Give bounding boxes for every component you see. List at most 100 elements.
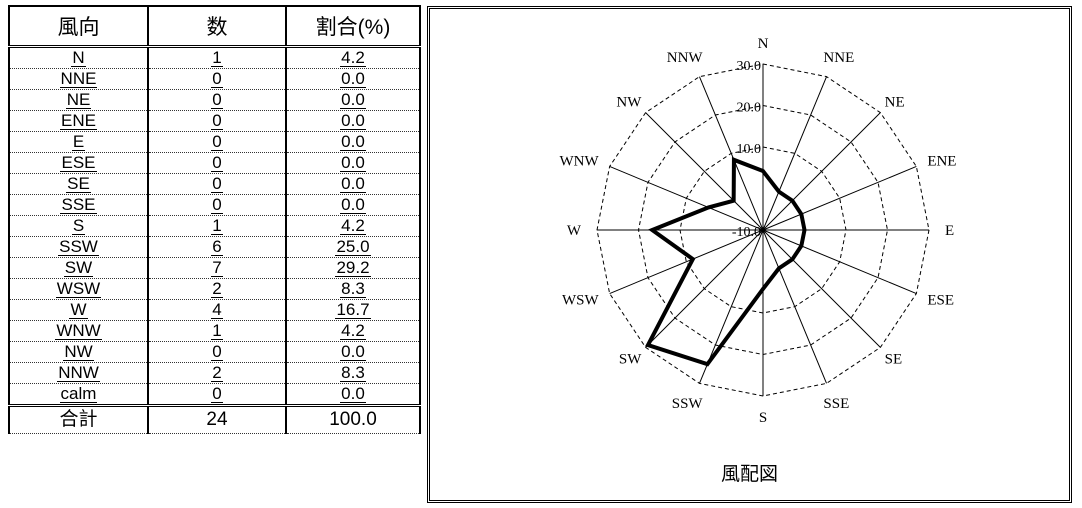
percent-cell: 0.0 bbox=[340, 386, 366, 403]
percent-cell: 0.0 bbox=[340, 344, 366, 361]
direction-cell: WSW bbox=[56, 281, 101, 298]
table-row: WNW 1 4.2 bbox=[9, 321, 420, 342]
spoke-line bbox=[646, 230, 763, 347]
direction-cell: SSE bbox=[60, 197, 96, 214]
header-count: 数 bbox=[148, 6, 286, 47]
direction-cell: ENE bbox=[60, 113, 97, 130]
data-point bbox=[800, 244, 803, 247]
table-row: N 1 4.2 bbox=[9, 47, 420, 69]
direction-label: NNW bbox=[667, 50, 704, 66]
table-row: W 4 16.7 bbox=[9, 300, 420, 321]
total-percent: 100.0 bbox=[286, 406, 420, 434]
spoke-line bbox=[763, 230, 880, 347]
percent-cell: 0.0 bbox=[340, 176, 366, 193]
count-cell: 0 bbox=[211, 176, 222, 193]
direction-label: ESE bbox=[927, 293, 954, 309]
table-row: S 1 4.2 bbox=[9, 216, 420, 237]
radial-tick-label: -10.0 bbox=[732, 225, 761, 240]
wind-frequency-line bbox=[648, 160, 805, 364]
percent-cell: 0.0 bbox=[340, 113, 366, 130]
table-row: WSW 2 8.3 bbox=[9, 279, 420, 300]
percent-cell: 29.2 bbox=[335, 260, 370, 277]
count-cell: 7 bbox=[211, 260, 222, 277]
direction-label: NW bbox=[616, 94, 642, 110]
data-point bbox=[777, 190, 780, 193]
table-row: NW 0 0.0 bbox=[9, 342, 420, 363]
count-cell: 0 bbox=[211, 113, 222, 130]
direction-cell: SW bbox=[64, 260, 93, 277]
percent-cell: 0.0 bbox=[340, 71, 366, 88]
table-row: E 0 0.0 bbox=[9, 132, 420, 153]
direction-cell: NE bbox=[66, 92, 92, 109]
table-row: ESE 0 0.0 bbox=[9, 153, 420, 174]
count-cell: 0 bbox=[211, 71, 222, 88]
direction-cell: NNW bbox=[57, 365, 100, 382]
direction-label: SE bbox=[885, 352, 903, 368]
table-row: SW 7 29.2 bbox=[9, 258, 420, 279]
percent-cell: 4.2 bbox=[340, 323, 366, 340]
direction-label: SSW bbox=[672, 396, 704, 412]
data-point bbox=[803, 229, 806, 232]
table-row: NNE 0 0.0 bbox=[9, 69, 420, 90]
table-row: SSW 6 25.0 bbox=[9, 237, 420, 258]
data-point bbox=[651, 229, 654, 232]
radial-tick-label: 20.0 bbox=[737, 101, 762, 116]
direction-label: NE bbox=[885, 94, 905, 110]
direction-cell: ESE bbox=[60, 155, 96, 172]
radial-tick-label: 30.0 bbox=[737, 59, 762, 74]
percent-cell: 4.2 bbox=[340, 218, 366, 235]
direction-label: W bbox=[567, 223, 582, 239]
wind-direction-table: 風向 数 割合(%) N 1 4.2 NNE 0 0.0 NE 0 0.0 ENE 0 0.0 … bbox=[8, 5, 426, 503]
percent-cell: 0.0 bbox=[340, 134, 366, 151]
header-percent: 割合(%) bbox=[286, 6, 420, 47]
direction-cell: WNW bbox=[55, 323, 101, 340]
spoke-line bbox=[763, 113, 880, 230]
direction-cell: S bbox=[72, 218, 85, 235]
percent-cell: 0.0 bbox=[340, 155, 366, 172]
direction-label: WNW bbox=[560, 153, 600, 169]
count-cell: 0 bbox=[211, 197, 222, 214]
table-row: NNW 2 8.3 bbox=[9, 363, 420, 384]
total-label: 合計 bbox=[9, 406, 148, 434]
data-point bbox=[800, 213, 803, 216]
count-cell: 4 bbox=[211, 302, 222, 319]
calm-row: calm 0 0.0 bbox=[9, 384, 420, 406]
table-row: SSE 0 0.0 bbox=[9, 195, 420, 216]
data-point bbox=[762, 287, 765, 290]
table-row: NE 0 0.0 bbox=[9, 90, 420, 111]
total-row: 合計 24 100.0 bbox=[9, 406, 420, 434]
wind-rose-chart: -10.0 10.0 20.0 30.0 N NNE NE ENE E ESE SE SSE S SSW S… bbox=[427, 6, 1072, 503]
count-cell: 0 bbox=[211, 344, 222, 361]
data-point bbox=[691, 258, 694, 261]
direction-cell: N bbox=[71, 50, 85, 67]
direction-label: ENE bbox=[927, 153, 956, 169]
data-point bbox=[777, 267, 780, 270]
chart-title: 風配図 bbox=[430, 459, 1069, 486]
count-cell: 0 bbox=[211, 92, 222, 109]
direction-cell: NW bbox=[63, 344, 93, 361]
direction-cell: calm bbox=[60, 386, 98, 403]
count-cell: 0 bbox=[211, 386, 222, 403]
count-cell: 1 bbox=[211, 323, 222, 340]
count-cell: 0 bbox=[211, 134, 222, 151]
direction-label: N bbox=[758, 36, 769, 52]
direction-label: E bbox=[945, 223, 954, 239]
direction-label: NNE bbox=[823, 50, 854, 66]
direction-cell: SE bbox=[66, 176, 91, 193]
wind-rose-svg: -10.0 10.0 20.0 30.0 N NNE NE ENE E ESE SE SSE S SSW S… bbox=[430, 9, 1069, 500]
data-point bbox=[706, 363, 709, 366]
direction-label: S bbox=[759, 410, 767, 426]
direction-label: WSW bbox=[562, 293, 600, 309]
count-cell: 0 bbox=[211, 155, 222, 172]
count-cell: 1 bbox=[211, 218, 222, 235]
count-cell: 2 bbox=[211, 281, 222, 298]
direction-label: SW bbox=[619, 352, 642, 368]
percent-cell: 0.0 bbox=[340, 92, 366, 109]
table-header-row: 風向 数 割合(%) bbox=[9, 6, 420, 47]
table-row: ENE 0 0.0 bbox=[9, 111, 420, 132]
count-cell: 6 bbox=[211, 239, 222, 256]
data-point bbox=[791, 258, 794, 261]
data-point bbox=[707, 206, 710, 209]
spoke-line bbox=[610, 166, 763, 230]
percent-cell: 0.0 bbox=[340, 197, 366, 214]
